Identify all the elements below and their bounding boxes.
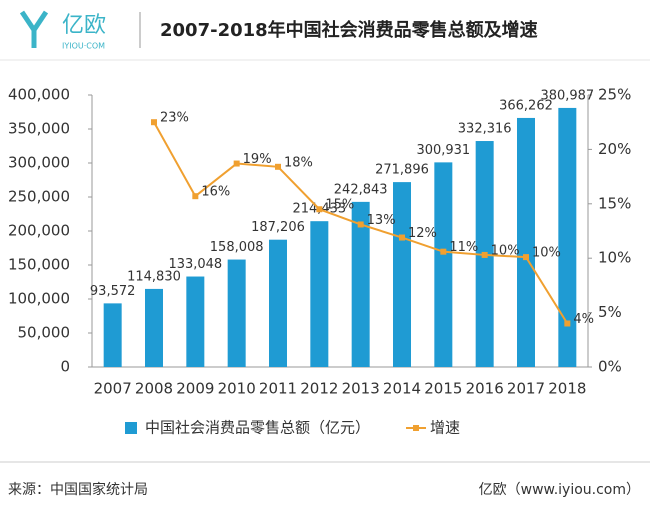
y-tick-label: 300,000	[8, 154, 70, 172]
bar-label: 93,572	[90, 284, 136, 299]
y-tick-label: 50,000	[18, 324, 71, 342]
line-marker	[233, 160, 240, 167]
legend-swatch	[413, 425, 420, 431]
bar-label: 271,896	[375, 163, 429, 178]
bar	[269, 239, 287, 367]
line-label: 10%	[532, 246, 561, 261]
line-label: 23%	[160, 111, 189, 126]
line-label: 10%	[491, 243, 520, 258]
bar-label: 332,316	[458, 122, 512, 137]
legend-label: 增速	[430, 419, 460, 437]
line-marker	[440, 248, 447, 255]
plot: 0 50,000 100,000 150,000 200,000 250,000 300,0…	[8, 86, 631, 437]
line-label: 13%	[367, 213, 396, 228]
line-label: 4%	[573, 312, 594, 327]
bar-label: 242,843	[334, 182, 388, 197]
line-label: 18%	[284, 155, 313, 170]
bar	[517, 117, 535, 368]
logo-text: 亿欧	[62, 13, 106, 38]
x-tick-label: 2013	[342, 380, 380, 398]
logo-mark	[19, 10, 49, 48]
bar	[310, 221, 329, 367]
y-tick-label: 200,000	[8, 222, 70, 240]
source: 来源：中国国家统计局	[8, 481, 148, 498]
bar-label: 366,262	[499, 98, 553, 113]
line-marker	[399, 234, 405, 241]
x-tick-label: 2016	[466, 380, 504, 398]
bar	[103, 303, 122, 367]
line-marker	[357, 221, 364, 228]
line-label: 16%	[201, 185, 230, 200]
y-tick-label: 150,000	[8, 256, 70, 274]
bar-label: 114,830	[127, 269, 181, 284]
logo-sub: IYIOU·COM	[62, 42, 105, 51]
x-tick-label: 2012	[300, 380, 338, 398]
bar	[434, 162, 453, 367]
bar-label: 158,008	[210, 240, 264, 255]
x-tick-label: 2017	[507, 380, 545, 398]
line-label: 12%	[408, 226, 437, 241]
chart-title: 2007-2018年中国社会消费品零售总额及增速	[160, 19, 538, 41]
y2-tick-label: 0%	[598, 358, 622, 376]
y2-tick-label: 15%	[598, 194, 631, 212]
bar	[351, 201, 370, 367]
bar-label: 133,048	[168, 257, 222, 272]
y2-tick-label: 10%	[598, 249, 631, 267]
bar	[558, 107, 577, 368]
line-marker	[564, 320, 571, 327]
y2-tick-label: 20%	[598, 140, 631, 158]
bar-label: 300,931	[416, 143, 470, 158]
bar-label: 380,987	[540, 88, 594, 103]
line-marker	[151, 119, 157, 126]
y2-tick-label: 5%	[598, 303, 622, 321]
line-label: 11%	[449, 240, 478, 255]
x-tick-label: 2015	[424, 380, 462, 398]
y-tick-label: 0	[60, 358, 70, 376]
x-tick-label: 2007	[94, 380, 132, 398]
y-tick-label: 350,000	[8, 120, 70, 138]
x-tick-label: 2011	[259, 380, 297, 398]
x-tick-label: 2010	[218, 380, 256, 398]
bar	[393, 182, 411, 367]
line-marker	[192, 193, 199, 200]
line-marker	[523, 254, 529, 261]
brand: 亿欧（www.iyiou.com）	[479, 482, 640, 498]
y2-tick-label: 25%	[598, 86, 631, 104]
y-tick-label: 100,000	[8, 290, 70, 308]
line-label: 19%	[243, 152, 272, 167]
legend-swatch	[125, 422, 137, 434]
x-tick-label: 2008	[135, 380, 173, 398]
line-marker	[316, 206, 323, 213]
bar	[186, 276, 205, 367]
legend-label: 中国社会消费品零售总额（亿元）	[145, 419, 370, 437]
x-tick-label: 2009	[176, 380, 214, 398]
line-label: 15%	[325, 198, 354, 213]
x-tick-label: 2018	[548, 380, 586, 398]
line-marker	[275, 163, 281, 170]
y-tick-label: 250,000	[8, 188, 70, 206]
bar	[145, 288, 163, 367]
bar	[227, 259, 246, 367]
bar-label: 187,206	[251, 220, 305, 235]
x-tick-label: 2014	[383, 380, 421, 398]
line-marker	[481, 251, 488, 258]
y-tick-label: 400,000	[8, 86, 70, 104]
